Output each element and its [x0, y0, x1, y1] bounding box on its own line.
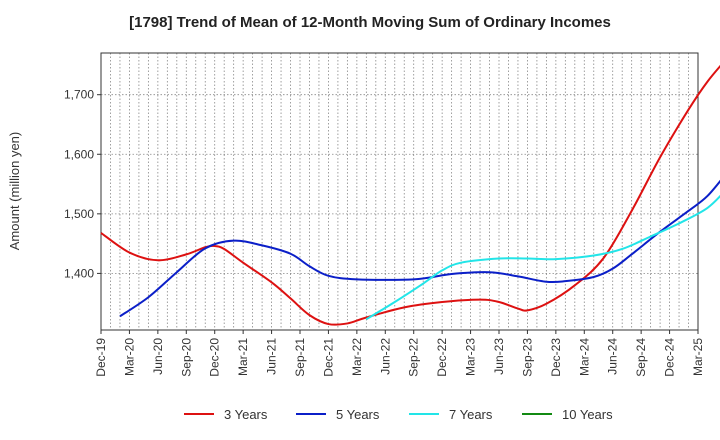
- series-line-3-years: [100, 64, 720, 326]
- x-tick-label: Mar-25: [691, 338, 705, 376]
- x-tick-label: Mar-22: [350, 338, 364, 376]
- x-tick-label: Sep-20: [179, 338, 193, 377]
- x-tick-label: Jun-22: [378, 338, 392, 375]
- series-line-5-years: [119, 179, 720, 318]
- x-axis-ticks: Dec-19 Mar-20 Jun-20 Sep-20 Dec-20 Mar-21 Jun-…: [94, 330, 705, 377]
- x-tick-label: Dec-19: [94, 338, 108, 377]
- x-tick-label: Jun-24: [606, 338, 620, 375]
- x-tick-label: Mar-21: [236, 338, 250, 376]
- y-axis-label: Amount (million yen): [7, 132, 22, 251]
- y-tick-label: 1,500: [64, 207, 94, 221]
- y-tick-label: 1,400: [64, 266, 94, 280]
- legend-label-3-years: 3 Years: [224, 407, 268, 422]
- legend-label-7-years: 7 Years: [449, 407, 493, 422]
- series-line-7-years: [365, 194, 720, 321]
- chart-title: [1798] Trend of Mean of 12-Month Moving …: [129, 14, 611, 31]
- chart-legend: 3 Years 5 Years 7 Years 10 Years: [184, 407, 613, 422]
- x-tick-label: Sep-22: [407, 338, 421, 377]
- series-layer: [100, 64, 720, 326]
- y-tick-label: 1,600: [64, 147, 94, 161]
- x-tick-label: Sep-24: [634, 338, 648, 377]
- x-tick-label: Jun-21: [265, 338, 279, 375]
- x-tick-label: Sep-23: [520, 338, 534, 377]
- y-axis-ticks: 1,400 1,500 1,600 1,700: [64, 88, 101, 280]
- x-tick-label: Dec-24: [663, 338, 677, 377]
- x-tick-label: Dec-23: [549, 338, 563, 377]
- legend-label-5-years: 5 Years: [336, 407, 380, 422]
- x-tick-label: Sep-21: [293, 338, 307, 377]
- x-tick-label: Dec-21: [321, 338, 335, 377]
- x-tick-label: Mar-20: [122, 338, 136, 376]
- x-tick-label: Mar-23: [464, 338, 478, 376]
- x-tick-label: Jun-23: [492, 338, 506, 375]
- x-tick-label: Jun-20: [151, 338, 165, 375]
- grid-lines: [101, 53, 698, 330]
- y-tick-label: 1,700: [64, 88, 94, 102]
- legend-label-10-years: 10 Years: [562, 407, 613, 422]
- x-tick-label: Dec-20: [208, 338, 222, 377]
- plot-area-frame: [100, 52, 699, 331]
- x-tick-label: Dec-22: [435, 338, 449, 377]
- x-tick-label: Mar-24: [577, 338, 591, 376]
